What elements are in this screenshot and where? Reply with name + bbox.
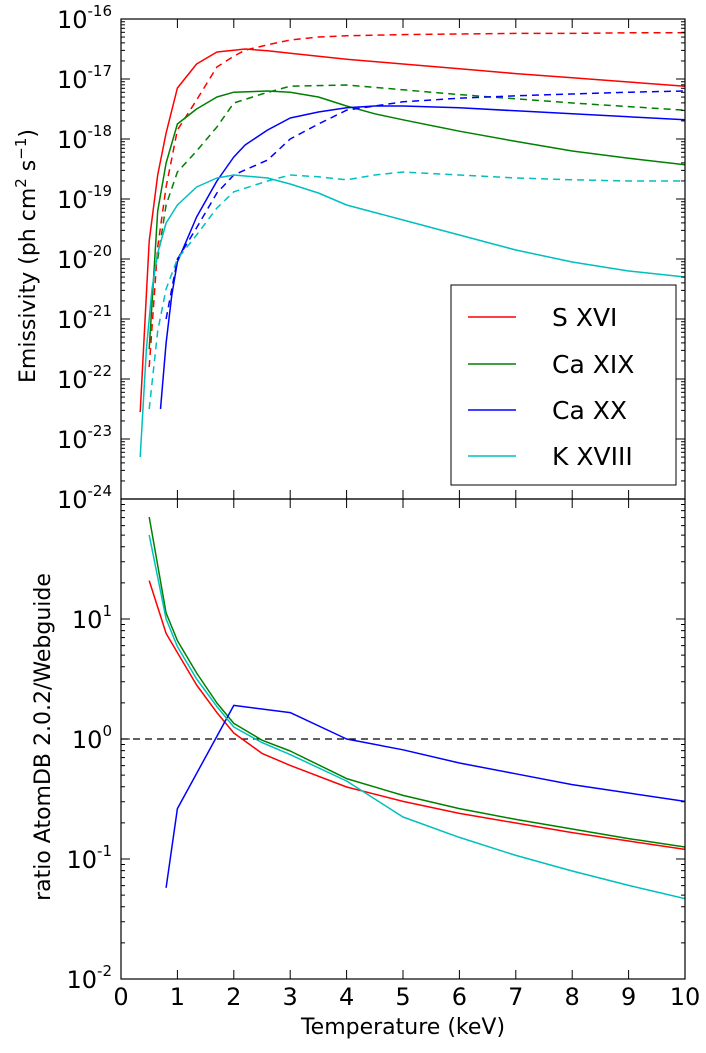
bottom-series-s-xvi: [148, 580, 685, 851]
legend-box: [450, 284, 677, 486]
x-tick-label: 9: [621, 983, 636, 1011]
top-y-tick-label: 10-21: [57, 302, 112, 334]
top-y-tick-label: 10-18: [57, 122, 112, 154]
top-series-ca-xx-atomdb: [165, 90, 685, 320]
top-series-s-xvi-atomdb: [148, 32, 685, 368]
bottom-y-tick-label: 10-1: [66, 842, 112, 874]
bottom-y-tick-label: 101: [72, 602, 112, 634]
x-tick-label: 4: [339, 983, 354, 1011]
bottom-series-k-xviii: [148, 534, 685, 900]
top-panel-series: [139, 32, 685, 458]
top-y-tick-label: 10-24: [57, 482, 112, 514]
bottom-panel-frame: [120, 498, 686, 980]
top-series-s-xvi: [139, 48, 685, 413]
bottom-y-tick-label: 10-2: [66, 962, 112, 994]
legend-label-s-xvi: S XVI: [552, 303, 617, 332]
bottom-series-ca-xx: [165, 704, 685, 888]
x-axis-title: Temperature (keV): [300, 1015, 505, 1040]
top-y-tick-label: 10-23: [57, 422, 112, 454]
x-tick-label: 1: [170, 983, 185, 1011]
bottom-series-ca-xix: [148, 516, 685, 848]
x-tick-label: 0: [113, 983, 128, 1011]
legend: S XVI Ca XIX Ca XX K XVIII: [450, 284, 677, 486]
top-series-ca-xix: [148, 90, 685, 350]
x-tick-label: 10: [670, 983, 701, 1011]
top-y-tick-label: 10-19: [57, 182, 112, 214]
x-tick-label: 5: [395, 983, 410, 1011]
bottom-panel-series: [148, 516, 685, 900]
legend-label-k-xviii: K XVIII: [552, 442, 633, 471]
tick-labels: 10-2410-2310-2210-2110-2010-1910-1810-17…: [57, 2, 700, 1011]
x-tick-label: 3: [283, 983, 298, 1011]
top-y-tick-label: 10-17: [57, 62, 112, 94]
legend-label-ca-xx: Ca XX: [552, 396, 627, 425]
top-series-k-xviii: [139, 174, 685, 458]
bottom-y-axis-title: ratio AtomDB 2.0.2/Webguide: [31, 573, 56, 901]
x-tick-label: 6: [452, 983, 467, 1011]
top-y-tick-label: 10-20: [57, 242, 112, 274]
x-tick-label: 8: [565, 983, 580, 1011]
top-y-tick-label: 10-16: [57, 2, 112, 34]
top-series-ca-xx: [159, 105, 685, 410]
top-series-k-xviii-atomdb: [148, 171, 685, 410]
top-series-ca-xix-atomdb: [156, 84, 685, 260]
bottom-y-tick-label: 100: [72, 722, 112, 754]
x-tick-label: 2: [226, 983, 241, 1011]
legend-label-ca-xix: Ca XIX: [552, 350, 634, 379]
top-y-tick-label: 10-22: [57, 362, 112, 394]
top-y-axis-title: Emissivity (ph cm2 s−1): [12, 129, 41, 383]
x-tick-label: 7: [508, 983, 523, 1011]
